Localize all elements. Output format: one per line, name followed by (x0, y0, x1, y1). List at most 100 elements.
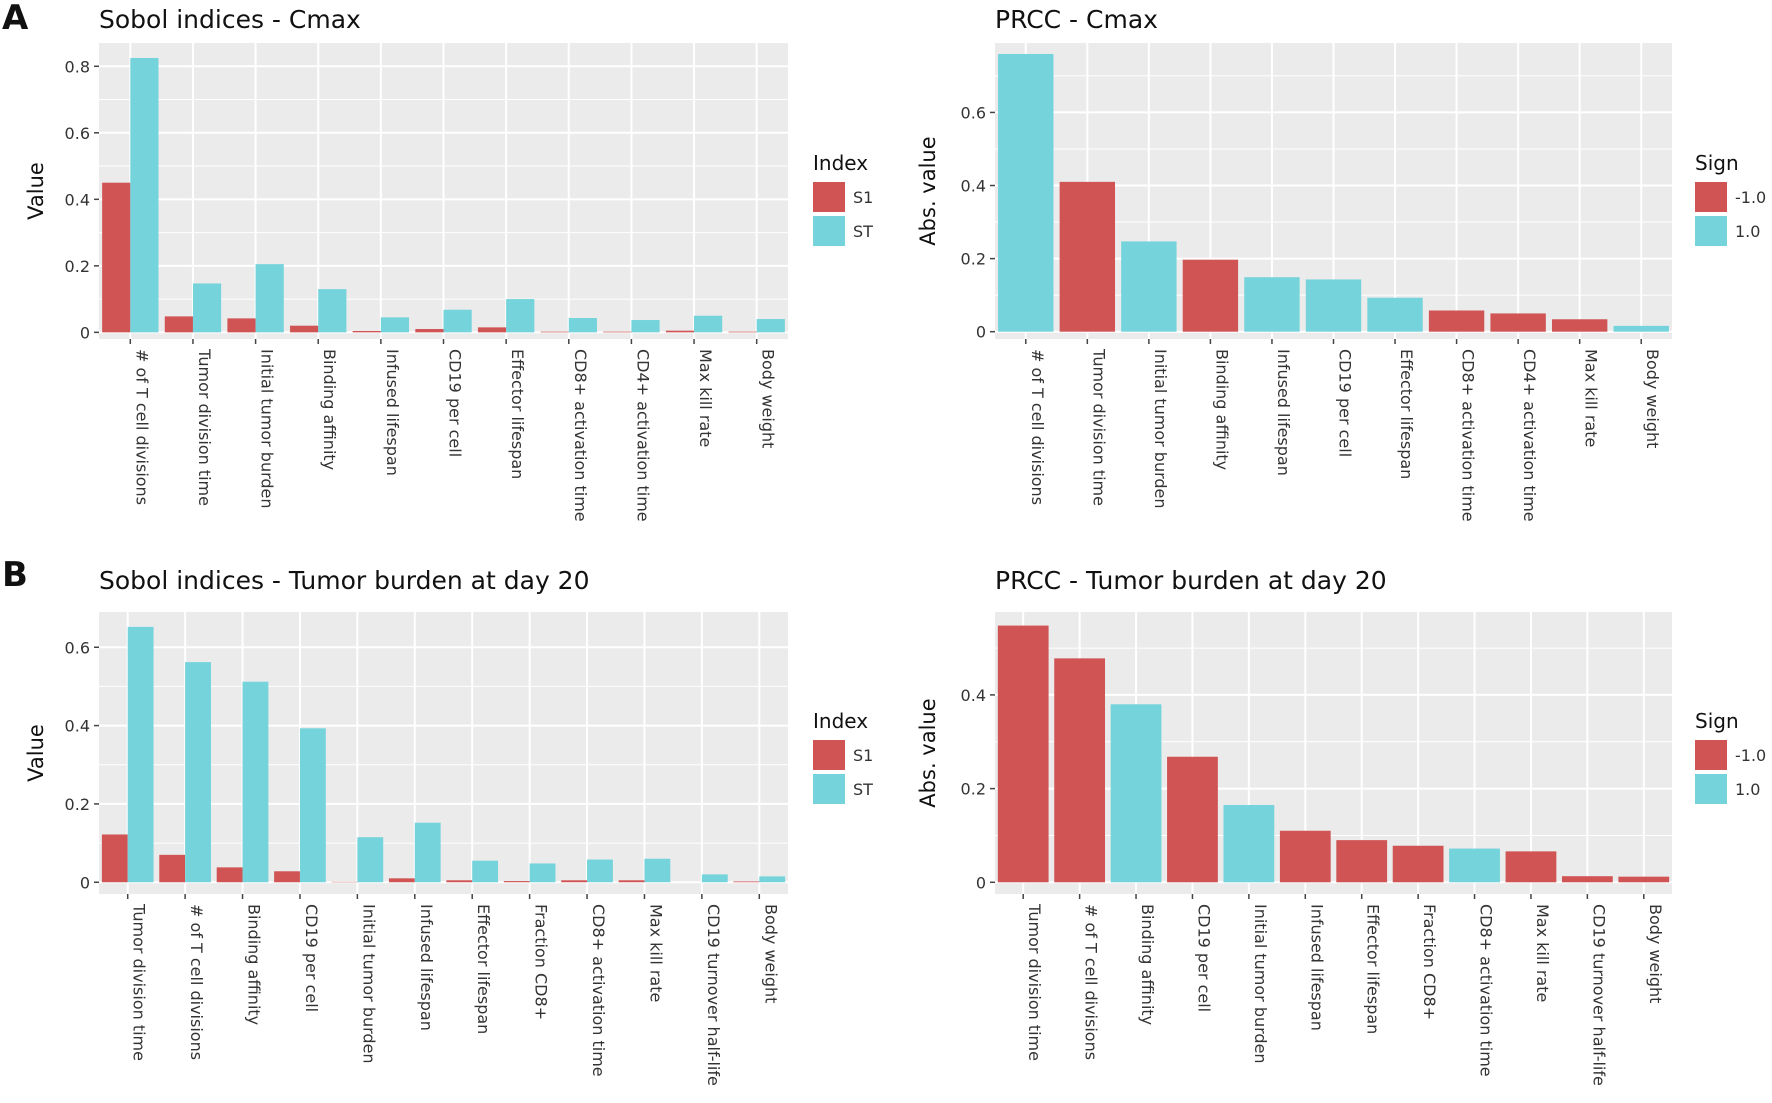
bar-4 (1244, 277, 1300, 332)
x-tick-label: Infused lifespan (1274, 349, 1293, 476)
bar-8 (1449, 848, 1500, 883)
bar-st-0 (127, 626, 154, 883)
y-tick-label: 0.6 (65, 124, 90, 143)
legend-label: 1.0 (1735, 222, 1760, 241)
bar-s1-8 (561, 880, 588, 883)
x-tick-label: Tumor division time (1025, 903, 1044, 1061)
bar-2 (1110, 704, 1162, 883)
bar-4 (1223, 804, 1275, 883)
legend-label: ST (853, 222, 873, 241)
x-tick-label: Initial tumor burden (1151, 349, 1170, 509)
bar-st-4 (357, 837, 384, 883)
legend-label: S1 (853, 746, 873, 765)
bar-st-1 (192, 283, 222, 333)
x-tick-label: Initial tumor burden (1251, 904, 1270, 1064)
x-tick-label: Max kill rate (1533, 904, 1552, 1002)
legend-key (1695, 216, 1727, 246)
bar-1 (1054, 658, 1106, 883)
bar-s1-3 (290, 325, 319, 333)
bar-s1-3 (274, 871, 300, 883)
y-tick-label: 0 (80, 323, 90, 342)
y-axis-label: Abs. value (916, 136, 940, 245)
bar-0 (998, 53, 1054, 332)
bar-5 (1279, 830, 1331, 883)
x-tick-label: CD19 per cell (446, 349, 465, 457)
bar-10 (1561, 876, 1613, 883)
x-tick-label: Binding affinity (320, 349, 339, 470)
bar-st-1 (185, 662, 211, 883)
x-tick-label: CD19 per cell (302, 904, 321, 1012)
x-tick-label: Effector lifespan (508, 349, 527, 479)
y-tick-label: 0.2 (65, 257, 90, 276)
bar-s1-2 (227, 318, 256, 333)
legend: Index S1 ST (813, 709, 873, 804)
bar-st-5 (414, 822, 441, 883)
chart-prcc_tumor: PRCC - Tumor burden at day 20 0 0.2 0.4 Tumo… (916, 566, 1766, 1086)
panel-label-b: B (2, 555, 28, 595)
bar-st-8 (631, 320, 660, 333)
legend-label: S1 (853, 188, 873, 207)
x-tick-label: # of T cell divisions (1082, 904, 1101, 1060)
bar-s1-1 (164, 316, 193, 333)
bar-st-10 (701, 874, 728, 883)
legend-label: 1.0 (1735, 780, 1760, 799)
bar-3 (1167, 756, 1218, 883)
x-tick-label: CD8+ activation time (571, 349, 590, 522)
bar-st-10 (756, 319, 785, 333)
bar-s1-5 (388, 878, 415, 883)
bar-5 (1305, 279, 1362, 332)
bar-6 (1336, 840, 1388, 883)
chart-title: PRCC - Tumor burden at day 20 (995, 566, 1387, 595)
bar-s1-9 (618, 880, 645, 883)
chart-sobol_tumor: Sobol indices - Tumor burden at day 20 0 0… (24, 566, 873, 1086)
bar-s1-0 (101, 834, 128, 883)
bar-s1-6 (446, 880, 473, 883)
chart-sobol_cmax: Sobol indices - Cmax 0 0.2 0.4 0.6 0.8 # of T … (24, 5, 873, 522)
x-tick-label: Effector lifespan (1364, 904, 1383, 1034)
bar-10 (1613, 325, 1669, 332)
bar-7 (1428, 310, 1485, 332)
bar-s1-4 (352, 331, 381, 333)
bar-st-2 (242, 681, 269, 883)
bar-s1-10 (728, 331, 757, 333)
legend-label: -1.0 (1735, 746, 1766, 765)
x-tick-label: Body weight (1643, 349, 1662, 448)
legend-label: ST (853, 780, 873, 799)
bar-st-6 (472, 860, 499, 883)
x-tick-label: Body weight (759, 349, 778, 448)
y-tick-label: 0 (80, 873, 90, 892)
bar-st-9 (694, 315, 723, 333)
x-tick-label: Body weight (1646, 904, 1665, 1003)
plot-panel (995, 612, 1672, 894)
x-tick-label: CD19 per cell (1336, 349, 1355, 457)
x-tick-label: Initial tumor burden (359, 904, 378, 1064)
y-tick-label: 0.2 (65, 795, 90, 814)
bar-s1-11 (733, 881, 760, 883)
y-tick-label: 0 (976, 323, 986, 342)
x-tick-label: Tumor division time (130, 903, 149, 1061)
y-tick-label: 0.6 (961, 103, 986, 122)
bar-s1-9 (665, 330, 695, 333)
x-tick-label: Max kill rate (646, 904, 665, 1002)
legend: Sign -1.0 1.0 (1695, 151, 1766, 246)
bar-s1-0 (102, 182, 131, 333)
legend-key (1695, 182, 1727, 212)
y-tick-label: 0.2 (961, 780, 986, 799)
x-tick-label: # of T cell divisions (132, 349, 151, 505)
x-tick-label: Body weight (761, 904, 780, 1003)
legend-title: Index (813, 709, 868, 733)
bar-st-6 (506, 299, 535, 333)
bar-st-3 (299, 728, 326, 883)
bar-0 (997, 625, 1049, 883)
x-tick-label: Tumor division time (195, 348, 214, 506)
x-tick-label: Infused lifespan (417, 904, 436, 1031)
plot-panel (99, 612, 788, 894)
x-tick-label: CD19 per cell (1194, 904, 1213, 1012)
legend-key (813, 216, 845, 246)
x-tick-label: CD8+ activation time (1477, 904, 1496, 1077)
bar-2 (1121, 241, 1177, 332)
x-tick-label: # of T cell divisions (187, 904, 206, 1060)
bar-st-11 (759, 876, 786, 883)
x-tick-label: Infused lifespan (383, 349, 402, 476)
